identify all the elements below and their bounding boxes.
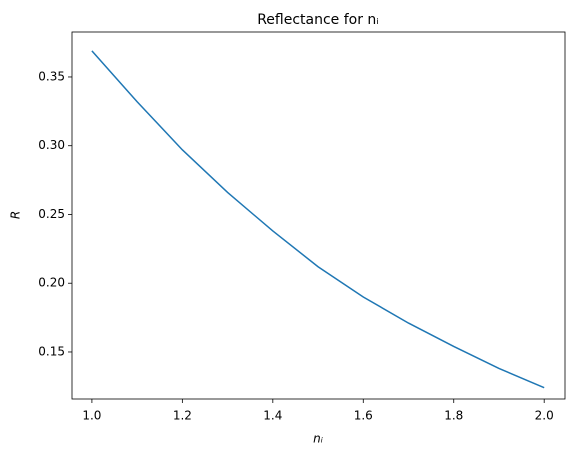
plot-frame xyxy=(71,31,566,400)
x-tick-label: 1.6 xyxy=(354,409,373,423)
x-tick-label: 2.0 xyxy=(535,409,554,423)
y-tick-label: 0.35 xyxy=(38,69,65,83)
x-tick-label: 1.4 xyxy=(263,409,282,423)
x-tick-label: 1.2 xyxy=(173,409,192,423)
x-axis-label: nᵢ xyxy=(313,432,323,446)
y-tick-label: 0.30 xyxy=(38,138,65,152)
chart-title: Reflectance for nᵢ xyxy=(257,12,379,28)
y-tick-label: 0.15 xyxy=(38,344,65,358)
y-tick-label: 0.20 xyxy=(38,276,65,290)
line-series xyxy=(91,50,545,389)
x-tick-label: 1.0 xyxy=(82,409,101,423)
y-tick-label: 0.25 xyxy=(38,207,65,221)
x-tick-label: 1.8 xyxy=(444,409,463,423)
y-axis-label: R xyxy=(9,211,23,219)
